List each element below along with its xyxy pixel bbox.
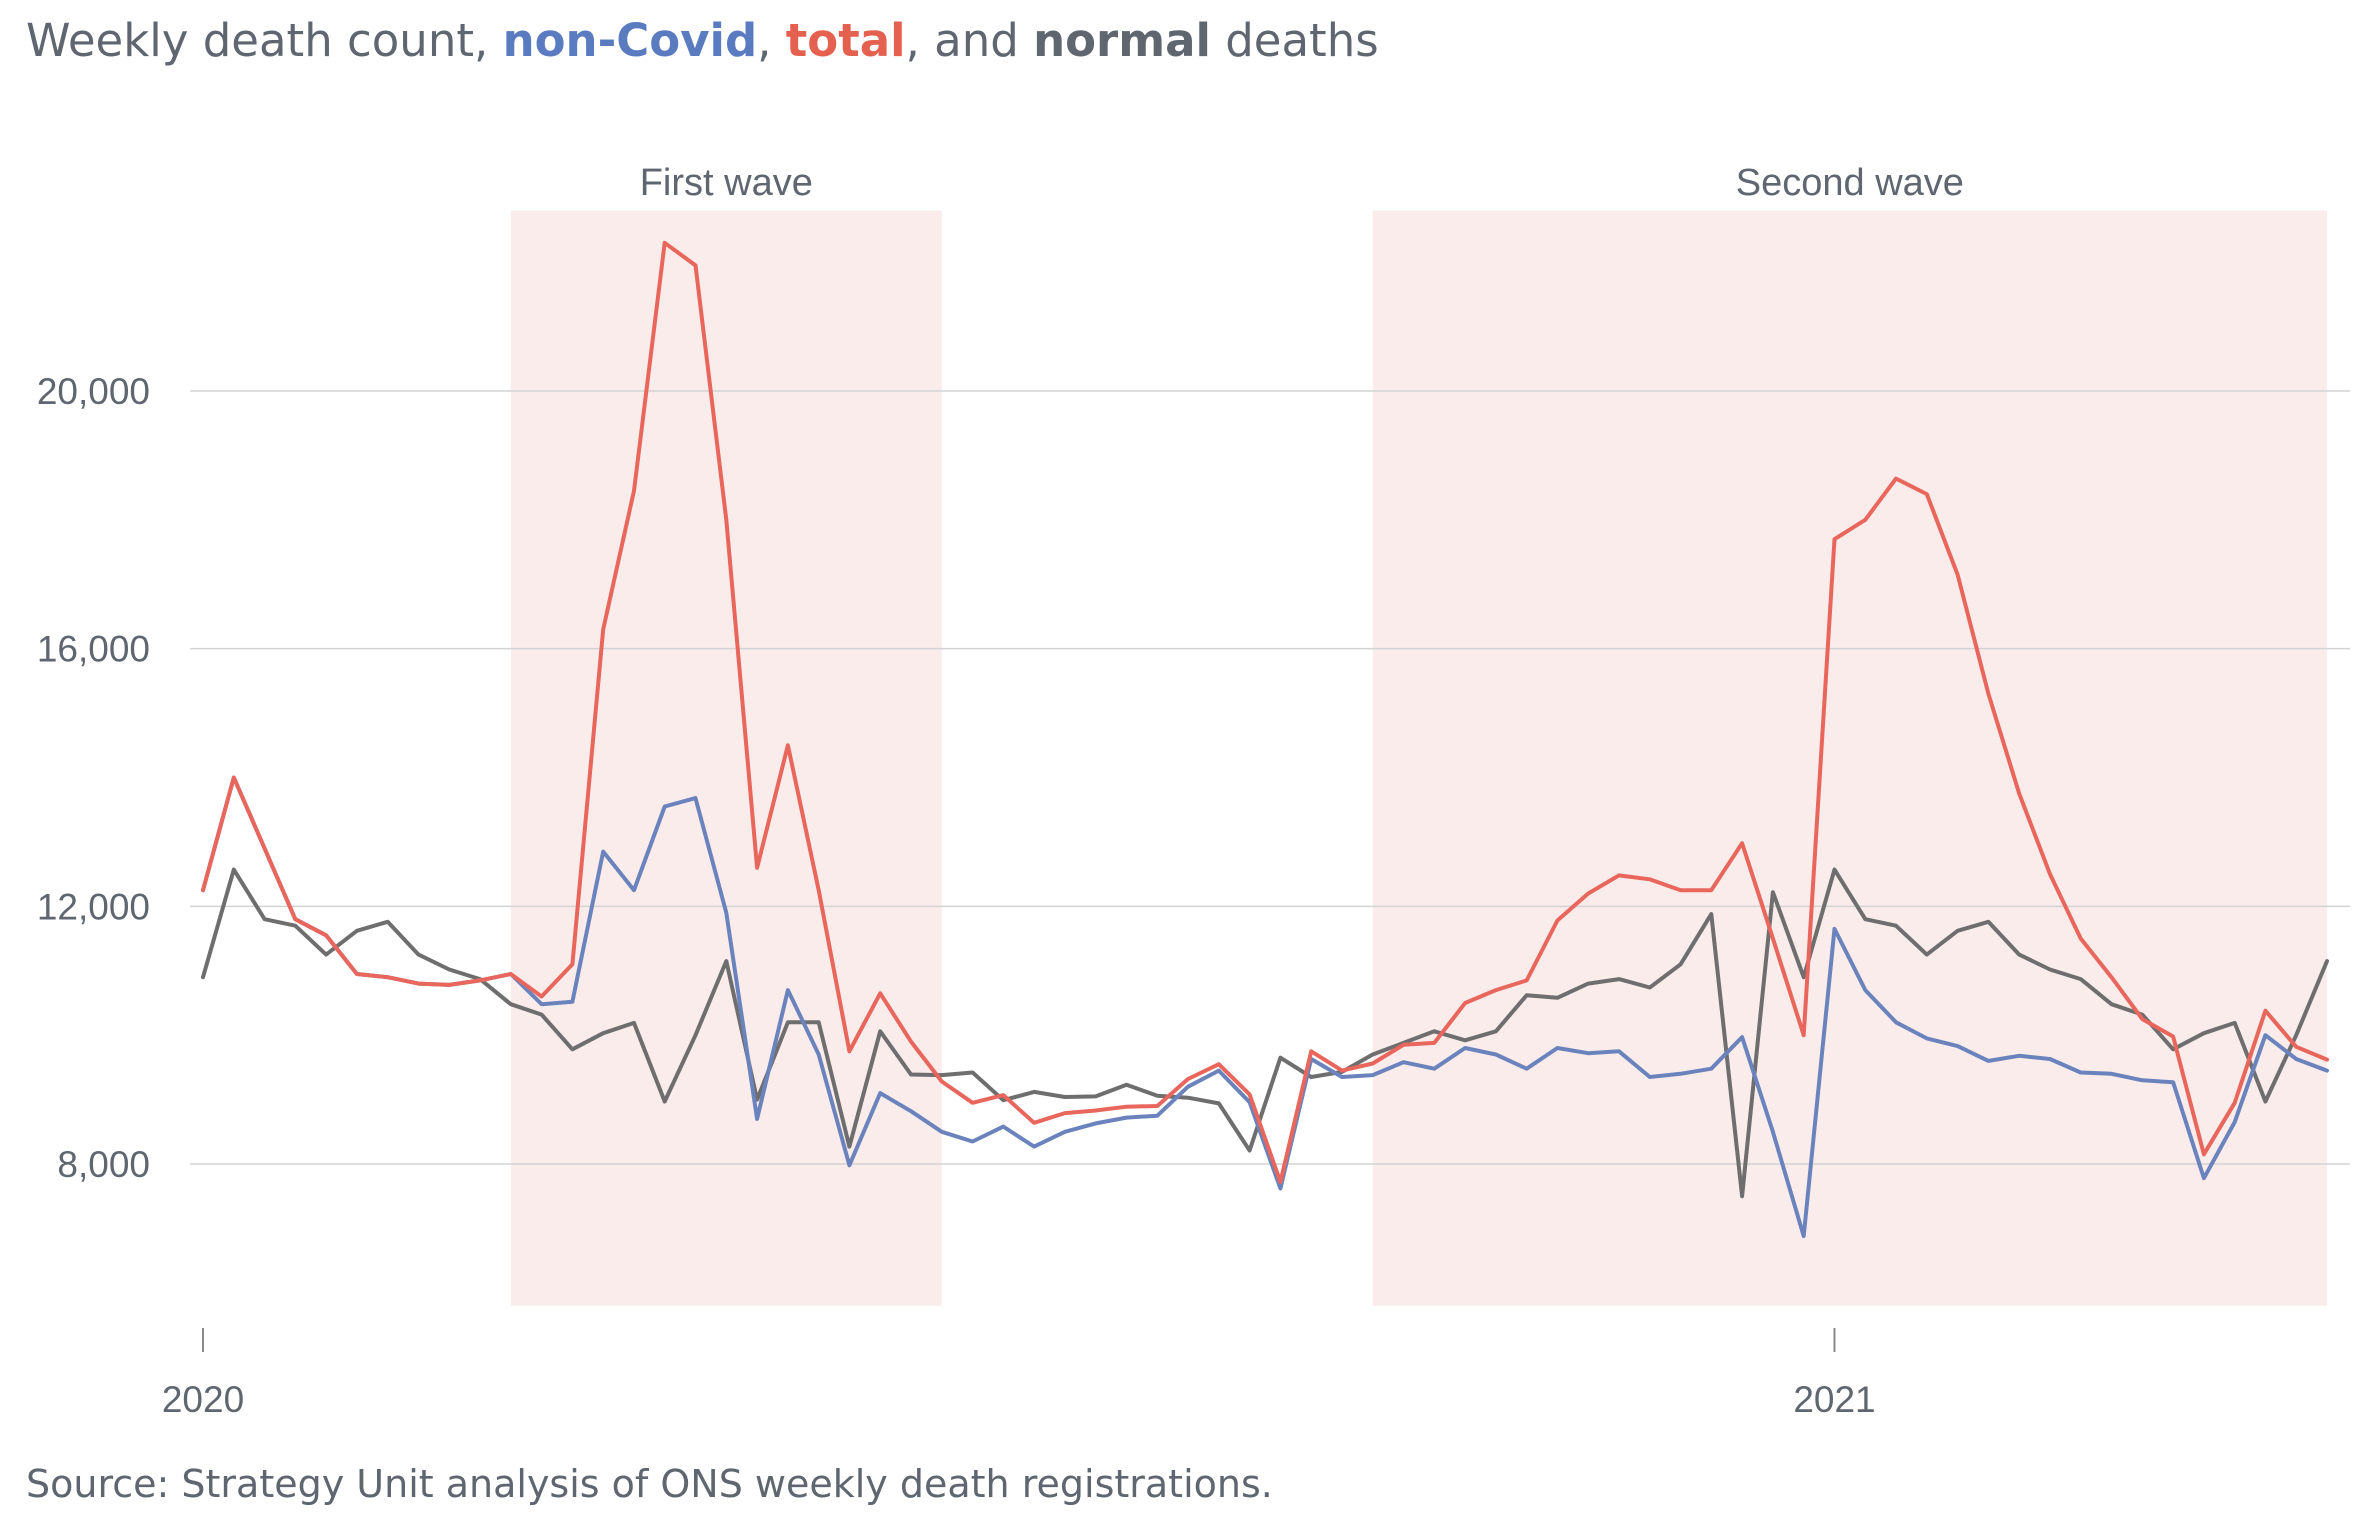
title-sep-2: , and	[905, 14, 1034, 67]
x-tick-label: 2021	[1793, 1379, 1875, 1420]
y-tick-label: 8,000	[57, 1144, 150, 1185]
chart-title: Weekly death count, non-Covid, total, an…	[26, 14, 1379, 67]
title-noncovid-label: non-Covid	[502, 14, 758, 67]
wave-bands: First wave Second wave	[510, 162, 2327, 1306]
x-tick-label: 2020	[162, 1379, 244, 1420]
series-line-total	[201, 240, 2329, 1184]
y-tick-label: 16,000	[37, 629, 150, 670]
wave-label-1: First wave	[640, 162, 813, 204]
y-axis-ticks: 8,000 12,000 16,000 20,000	[37, 371, 150, 1185]
title-suffix: deaths	[1210, 14, 1379, 67]
wave-band-2	[1372, 210, 2327, 1306]
series-line-normal	[201, 867, 2329, 1199]
title-prefix: Weekly death count,	[26, 14, 503, 67]
series-lines	[201, 240, 2329, 1239]
y-tick-label: 20,000	[37, 371, 150, 412]
source-note: Source: Strategy Unit analysis of ONS we…	[26, 1462, 1273, 1506]
wave-label-2: Second wave	[1736, 162, 1964, 204]
series-line-noncovid	[201, 775, 2329, 1239]
title-normal-label: normal	[1033, 14, 1211, 67]
title-total-label: total	[785, 14, 906, 67]
y-tick-label: 12,000	[37, 886, 150, 927]
title-sep-1: ,	[757, 14, 786, 67]
wave-band-1	[510, 210, 942, 1306]
x-axis-ticks: 2020 2021	[162, 1328, 1876, 1420]
